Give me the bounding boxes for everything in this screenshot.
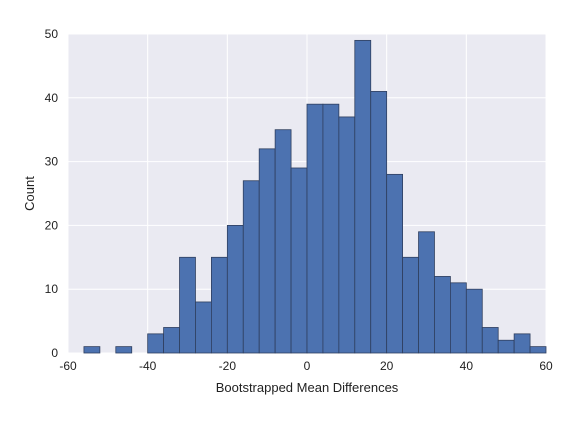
histogram-bar <box>481 327 499 354</box>
y-tick-label: 30 <box>45 155 59 169</box>
histogram-bar <box>163 327 180 354</box>
y-axis-label: Count <box>22 176 37 211</box>
x-tick-label: -60 <box>59 359 77 373</box>
histogram-bar <box>195 301 212 354</box>
histogram-bar <box>210 256 228 354</box>
histogram-bar <box>242 180 260 354</box>
histogram-bars <box>83 39 547 354</box>
histogram-bar <box>274 129 292 354</box>
histogram-bar <box>402 256 419 354</box>
histogram-bar <box>513 333 531 354</box>
histogram-bar <box>354 39 372 354</box>
histogram-bar <box>179 256 196 354</box>
histogram-bar <box>497 339 515 354</box>
y-tick-label: 50 <box>45 27 59 41</box>
histogram-bar <box>322 103 340 354</box>
y-tick-label: 0 <box>51 346 58 360</box>
y-axis-ticks: 0 10 20 30 40 50 <box>45 27 59 360</box>
histogram-bar <box>83 346 101 354</box>
histogram-bar <box>226 224 244 354</box>
x-tick-label: -20 <box>219 359 237 373</box>
histogram-bar <box>529 346 547 354</box>
x-tick-label: 40 <box>460 359 474 373</box>
y-tick-label: 20 <box>45 218 59 232</box>
histogram-bar <box>449 282 467 354</box>
x-tick-label: -40 <box>139 359 157 373</box>
x-tick-label: 60 <box>539 359 553 373</box>
histogram-bar <box>147 333 165 354</box>
histogram-bar <box>115 346 133 354</box>
histogram-bar <box>338 116 356 354</box>
histogram-bar <box>418 231 435 354</box>
histogram-bar <box>290 167 308 354</box>
y-tick-label: 10 <box>45 282 59 296</box>
histogram-bar <box>434 276 451 354</box>
x-axis-ticks: -60 -40 -20 0 20 40 60 <box>59 359 553 373</box>
histogram-bar <box>370 91 388 354</box>
y-tick-label: 40 <box>45 91 59 105</box>
histogram-bar <box>306 103 324 354</box>
x-tick-label: 0 <box>304 359 311 373</box>
histogram-bar <box>258 148 276 354</box>
x-axis-label: Bootstrapped Mean Differences <box>216 380 399 395</box>
histogram-bar <box>386 173 403 354</box>
x-tick-label: 20 <box>380 359 394 373</box>
histogram-bar <box>465 288 483 354</box>
